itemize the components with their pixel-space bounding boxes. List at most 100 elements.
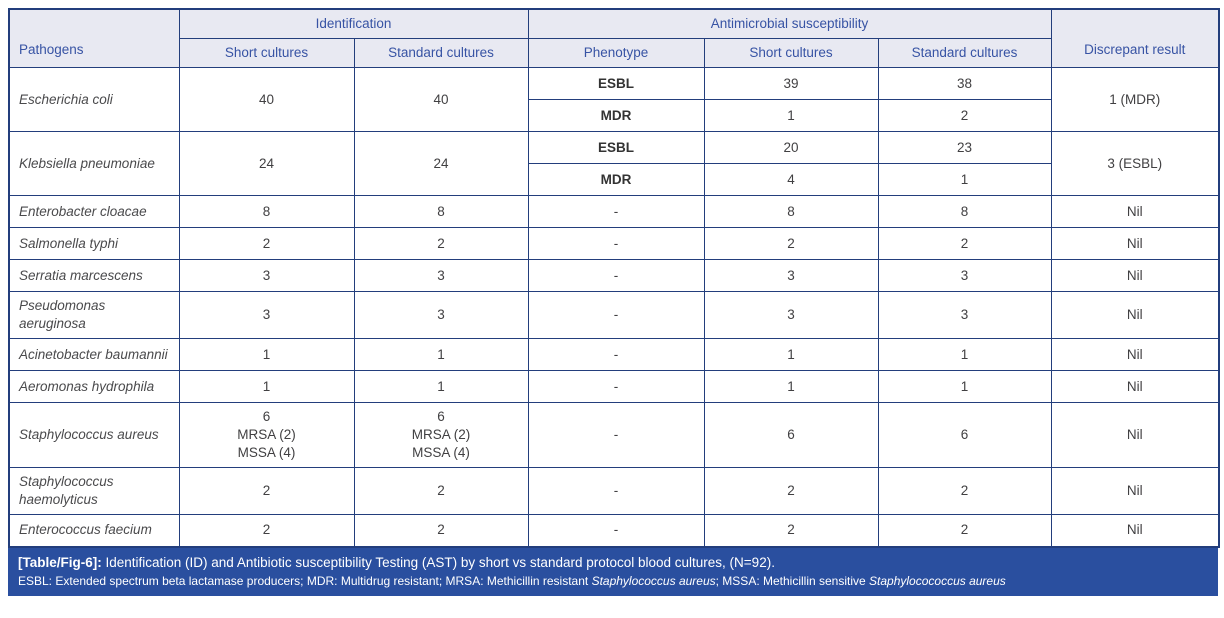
ast-standard-cell: 1 (877, 338, 1052, 371)
header-group-row: Pathogens Identification Antimicrobial s… (8, 8, 1220, 68)
header-sub-row: Short cultures Standard cultures Phenoty… (9, 38, 1219, 68)
ast-standard-cell: 8 (877, 195, 1052, 228)
table-row: MDR 1 2 (9, 99, 1219, 132)
ast-short-cell: 2 (703, 467, 879, 515)
table-row: Escherichia coli 40 40 ESBL 39 38 1 (MDR) (8, 67, 1220, 132)
table-row: Staphylococcus haemolyticus 2 2-2 2 Nil (8, 467, 1220, 515)
ast-standard-cell: 6 (877, 402, 1052, 468)
ast-short-cell: 20 (703, 131, 879, 164)
header-ast-short-cultures: Short cultures (703, 38, 879, 68)
table-row: Serratia marcescens 3 3-3 3 Nil (8, 259, 1220, 292)
discrepant-cell: 3 (ESBL) (1050, 131, 1220, 196)
pathogen-cell: Klebsiella pneumoniae (8, 131, 180, 196)
discrepant-cell: 1 (MDR) (1050, 67, 1220, 132)
ast-short-cell: 3 (703, 291, 879, 339)
phenotype-cell: MDR (527, 163, 705, 196)
discrepant-cell: Nil (1050, 514, 1220, 547)
id-standard-cell: 1 (353, 338, 529, 371)
ast-standard-cell: 1 (877, 163, 1052, 196)
header-id-standard-cultures: Standard cultures (353, 38, 529, 68)
ast-standard-cell: 2 (877, 227, 1052, 260)
ast-short-cell: 6 (703, 402, 879, 468)
phenotype-cell: ESBL (527, 131, 705, 164)
id-short-cell: 3 (178, 291, 355, 339)
pathogen-cell: Enterobacter cloacae (8, 195, 180, 228)
discrepant-cell: Nil (1050, 467, 1220, 515)
discrepant-cell: Nil (1050, 291, 1220, 339)
pathogen-cell: Aeromonas hydrophila (8, 370, 180, 403)
footnote-part1: ESBL: Extended spectrum beta lactamase p… (18, 573, 592, 588)
phenotype-cell: - (527, 514, 705, 547)
discrepant-cell: Nil (1050, 402, 1220, 468)
footnote-species-2: Staphylocococcus aureus (869, 573, 1006, 588)
phenotype-cell: - (527, 402, 705, 468)
footnote-part2: ; MSSA: Methicillin sensitive (715, 573, 870, 588)
id-short-cell: 8 (178, 195, 355, 228)
id-standard-cell: 8 (353, 195, 529, 228)
table-row: Staphylococcus aureus 6 MRSA (2) MSSA (4)… (8, 402, 1220, 468)
table-row: Acinetobacter baumannii 1 1-1 1 Nil (8, 338, 1220, 371)
discrepant-cell: Nil (1050, 370, 1220, 403)
figure-label: [Table/Fig-6]: (18, 554, 102, 570)
id-standard-cell: 2 (353, 227, 529, 260)
id-short-cell: 2 (178, 227, 355, 260)
caption-bar: [Table/Fig-6]: Identification (ID) and A… (8, 547, 1218, 596)
table-row: Pseudomonas aeruginosa 3 3-3 3 Nil (8, 291, 1220, 339)
pathogen-cell: Acinetobacter baumannii (8, 338, 180, 371)
phenotype-cell: - (527, 259, 705, 292)
ast-standard-cell: 2 (877, 99, 1052, 132)
ast-short-cell: 2 (703, 227, 879, 260)
table-row: Aeromonas hydrophila 1 1-1 1 Nil (8, 370, 1220, 403)
ast-short-cell: 1 (703, 338, 879, 371)
ast-standard-cell: 23 (877, 131, 1052, 164)
phenotype-cell: ESBL (527, 67, 705, 100)
id-standard-cell: 24 (353, 131, 529, 196)
table-row: Salmonella typhi 2 2-2 2 Nil (8, 227, 1220, 260)
phenotype-cell: - (527, 227, 705, 260)
header-phenotype: Phenotype (527, 38, 705, 68)
ast-standard-cell: 3 (877, 291, 1052, 339)
pathogen-cell: Salmonella typhi (8, 227, 180, 260)
table-row: MDR 4 1 (9, 163, 1219, 196)
ast-standard-cell: 2 (877, 514, 1052, 547)
ast-short-cell: 3 (703, 259, 879, 292)
phenotype-cell: - (527, 370, 705, 403)
ast-short-cell: 8 (703, 195, 879, 228)
id-standard-cell: 40 (353, 67, 529, 132)
header-id-short-cultures: Short cultures (178, 38, 355, 68)
discrepant-cell: Nil (1050, 227, 1220, 260)
id-standard-cell: 6 MRSA (2) MSSA (4) (353, 402, 529, 468)
pathogen-cell: Enterococcus faecium (8, 514, 180, 547)
header-pathogens: Pathogens (8, 8, 180, 68)
ast-short-cell: 1 (703, 370, 879, 403)
table-row: Klebsiella pneumoniae 24 24 ESBL 20 23 3 (ESBL… (8, 131, 1220, 196)
id-standard-cell: 1 (353, 370, 529, 403)
caption-text: Identification (ID) and Antibiotic susce… (101, 554, 775, 570)
ast-standard-cell: 1 (877, 370, 1052, 403)
phenotype-cell: - (527, 291, 705, 339)
table-caption: [Table/Fig-6]: Identification (ID) and A… (18, 554, 1208, 571)
ast-short-cell: 2 (703, 514, 879, 547)
header-ast-standard-cultures: Standard cultures (877, 38, 1052, 68)
id-short-cell: 1 (178, 370, 355, 403)
pathogen-cell: Escherichia coli (8, 67, 180, 132)
discrepant-cell: Nil (1050, 195, 1220, 228)
id-short-cell: 3 (178, 259, 355, 292)
table-row: Enterobacter cloacae 8 8-8 8 Nil (8, 195, 1220, 228)
ast-standard-cell: 38 (877, 67, 1052, 100)
discrepant-cell: Nil (1050, 338, 1220, 371)
phenotype-cell: - (527, 467, 705, 515)
table-row: Enterococcus faecium 2 2-2 2 Nil (8, 514, 1220, 547)
footnote-species-1: Staphylococcus aureus (591, 573, 716, 588)
ast-short-cell: 39 (703, 67, 879, 100)
pathogen-cell: Staphylococcus aureus (8, 402, 180, 468)
phenotype-cell: MDR (527, 99, 705, 132)
id-short-cell: 40 (178, 67, 355, 132)
discrepant-cell: Nil (1050, 259, 1220, 292)
ast-standard-cell: 3 (877, 259, 1052, 292)
id-standard-cell: 3 (353, 259, 529, 292)
ast-standard-cell: 2 (877, 467, 1052, 515)
table-body: Escherichia coli 40 40 ESBL 39 38 1 (MDR) MDR 1 2… (8, 67, 1220, 547)
phenotype-cell: - (527, 195, 705, 228)
